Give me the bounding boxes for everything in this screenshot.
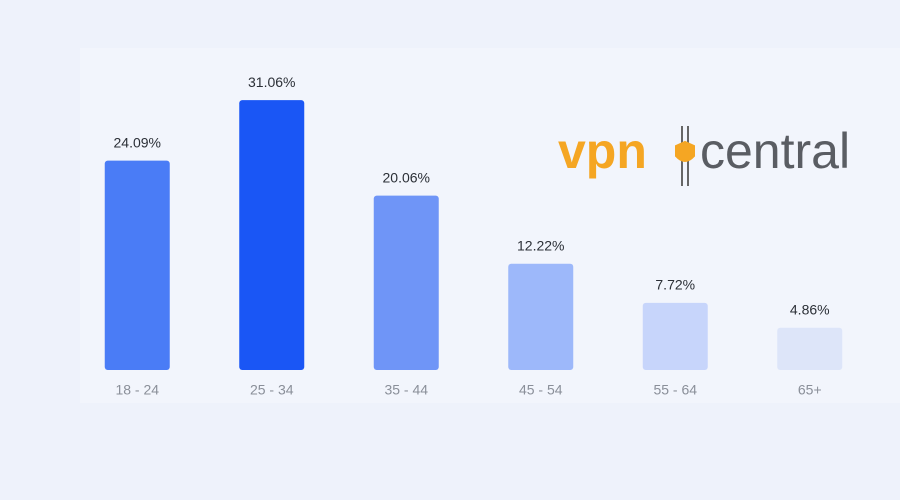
value-label: 4.86% [790, 301, 830, 317]
bar [373, 195, 439, 370]
bar [777, 327, 843, 370]
bar [239, 100, 305, 371]
value-label: 31.06% [248, 74, 295, 90]
x-tick-label: 35 - 44 [384, 382, 428, 398]
x-tick-label: 18 - 24 [115, 382, 159, 398]
value-label: 7.72% [655, 277, 695, 293]
logo-vpn: vpn [558, 123, 647, 179]
x-tick-label: 25 - 34 [250, 382, 294, 398]
x-tick-label: 45 - 54 [519, 382, 563, 398]
value-label: 12.22% [517, 238, 564, 254]
bar [104, 160, 170, 370]
x-tick-label: 55 - 64 [653, 382, 697, 398]
x-tick-label: 65+ [798, 382, 822, 398]
logo-central: central [700, 123, 850, 179]
panel [80, 48, 900, 403]
bar [508, 263, 574, 370]
value-label: 20.06% [383, 169, 430, 185]
logo: vpn central [558, 123, 850, 186]
value-label: 24.09% [114, 134, 161, 150]
logo-mark [675, 126, 695, 186]
bar [642, 302, 708, 370]
